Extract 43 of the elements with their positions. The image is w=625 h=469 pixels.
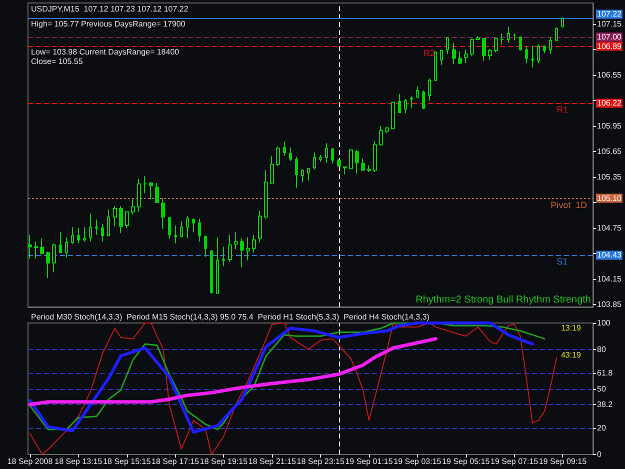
y-tick-label: 104.75 [597, 224, 622, 233]
y-tick-label: 80 [597, 344, 606, 354]
annotation: S1 [556, 256, 568, 267]
y-tick-label: 100 [597, 318, 611, 328]
ref-line-label: 104.43 [597, 250, 622, 260]
x-tick-label: 19 Sep 05:15 [442, 457, 490, 466]
annotation: Rhythm=2 Strong Bull Rhythm Strength [416, 294, 591, 306]
y-tick-label: 105.95 [597, 122, 622, 131]
x-tick-label: 18 Sep 21:15 [248, 457, 297, 466]
x-tick-label: 19 Sep 03:15 [394, 457, 442, 466]
x-tick-label: 19 Sep 01:15 [345, 457, 394, 466]
ref-line-label: 106.89 [597, 42, 622, 51]
y-tick-label: 103.85 [597, 300, 622, 309]
y-tick-label: 50 [597, 384, 606, 394]
ref-line-label: 107.22 [597, 10, 622, 19]
x-tick-label: 18 Sep 17:15 [152, 457, 200, 466]
y-tick-label: 38.2 [597, 400, 614, 409]
y-tick-label: 107.15 [597, 20, 622, 29]
y-tick-label: 104.15 [597, 274, 622, 284]
annotation: 13:19 [560, 324, 582, 332]
y-tick-label: 106.55 [597, 70, 622, 80]
y-tick-label: 105.35 [597, 172, 622, 182]
x-tick-label: 19 Sep 07:15 [490, 457, 539, 466]
chart-title: USDJPY,M15 107.12 107.23 107.12 107.22 [31, 4, 189, 14]
x-tick-label: 18 Sep 2008 [7, 457, 54, 466]
chart-title: Period M30 Stoch(14,3,3) Period M15 Stoch(14,3,3) 95.0 75.4 Period H1 Stoch(5,3,3) Period H4 Stoch(14,3,3) [31, 312, 430, 322]
y-tick-label: 0 [597, 450, 602, 459]
annotation: 43:19 [560, 350, 582, 360]
y-tick-label: 61.8 [597, 368, 614, 378]
ref-line-label: 105.10 [597, 194, 622, 203]
x-tick-label: 18 Sep 15:15 [103, 457, 152, 466]
annotation: R1 [556, 104, 568, 115]
y-tick-label: 20 [597, 424, 606, 433]
annotation: Pivot 1D [550, 200, 588, 210]
text: High= 105.77 Previous DaysRange= 17900 Low= 103.98 Current DaysRange= 18400 Close= 105.55 [31, 19, 186, 66]
ref-line-label: 106.22 [597, 98, 622, 108]
y-tick-label: 105.65 [597, 147, 622, 156]
x-tick-label: 19 Sep 09:15 [538, 457, 588, 466]
ref-line-label: 107.00 [597, 32, 622, 42]
x-tick-label: 18 Sep 23:15 [296, 457, 345, 466]
annotation: R2 [424, 48, 436, 58]
x-tick-label: 18 Sep 19:15 [200, 457, 248, 466]
x-tick-label: 18 Sep 13:15 [54, 457, 103, 466]
